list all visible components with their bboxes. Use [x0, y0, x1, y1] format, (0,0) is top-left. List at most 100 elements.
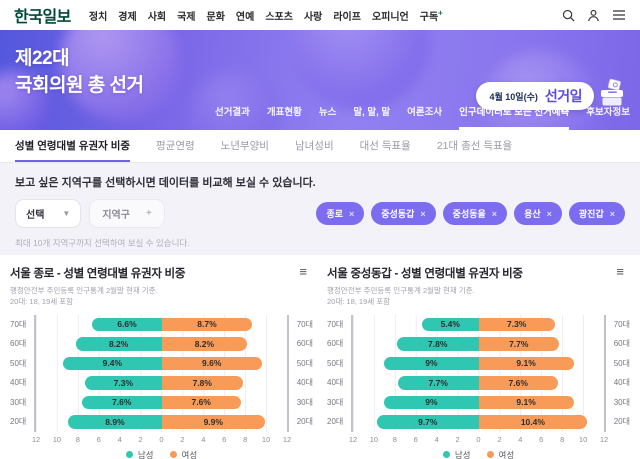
tab-4[interactable]: 남녀성비	[294, 139, 334, 152]
site-menu-item[interactable]: 문화	[206, 11, 225, 23]
banner-nav-item[interactable]: 후보자정보	[586, 107, 630, 118]
hamburger-menu-icon[interactable]	[612, 9, 626, 21]
female-bar[interactable]: 8.2%	[161, 337, 248, 351]
chart-card: 서울 중성동갑 - 성별 연령대별 유권자 비중 ≡ 행정안전부 주민등록 인구통계…	[327, 265, 630, 459]
site-menu-item[interactable]: 사랑	[303, 11, 323, 23]
female-bar[interactable]: 7.3%	[478, 317, 555, 331]
banner-nav-item[interactable]: 개표현황	[266, 107, 302, 118]
female-bar[interactable]: 8.7%	[161, 317, 253, 331]
male-bar[interactable]: 9%	[384, 395, 479, 409]
site-menu-item[interactable]: 스포츠	[265, 11, 293, 23]
chart-row: 9.4% 9.6%	[34, 353, 289, 373]
tab-5[interactable]: 대선 득표율	[359, 139, 411, 152]
male-bar[interactable]: 8.2%	[75, 337, 162, 351]
axis-spacer	[606, 432, 630, 446]
district-tag-label: 중성동을	[452, 209, 486, 219]
male-bar[interactable]: 9.7%	[377, 415, 479, 429]
y-axis-label-right: 40대	[613, 378, 630, 388]
chart-header: 서울 중성동갑 - 성별 연령대별 유권자 비중 ≡	[327, 265, 630, 281]
female-bar[interactable]: 7.6%	[478, 376, 558, 390]
tab-3[interactable]: 노년부양비	[220, 139, 269, 152]
male-bar-value: 9%	[425, 397, 438, 408]
district-select[interactable]: 지역구 +	[89, 199, 165, 228]
user-icon[interactable]	[587, 9, 600, 22]
banner-nav-item[interactable]: 선거결과	[214, 107, 250, 118]
y-axis-label-right: 40대	[296, 378, 313, 388]
chart-header: 서울 종로 - 성별 연령대별 유권자 비중 ≡	[10, 265, 313, 281]
male-bar[interactable]: 7.3%	[85, 376, 162, 390]
x-axis-tick: 4	[518, 434, 523, 444]
male-bar[interactable]: 9.4%	[63, 356, 162, 370]
x-axis-tick: 2	[180, 434, 185, 444]
close-icon[interactable]: ×	[491, 208, 498, 219]
district-tag[interactable]: 광진갑 ×	[568, 202, 625, 225]
legend-item: 남성	[442, 449, 471, 459]
female-bar[interactable]: 7.7%	[478, 337, 560, 351]
close-icon[interactable]: ×	[349, 208, 355, 219]
site-menu-item[interactable]: 국제	[177, 11, 196, 23]
tab-6[interactable]: 21대 총선 득표율	[436, 139, 513, 152]
city-select[interactable]: 선택 ▼	[15, 199, 82, 228]
female-bar-value: 8.7%	[197, 319, 217, 330]
site-menu-item[interactable]: 오피니언	[371, 11, 409, 23]
close-icon[interactable]: ×	[546, 208, 552, 219]
site-menu-item[interactable]: 정치	[88, 11, 108, 23]
female-bar[interactable]: 9.1%	[478, 395, 574, 409]
chart-subtitle: 행정안전부 주민등록 인구통계 2월말 현재 기준. 20대: 18, 19세 포…	[10, 285, 313, 308]
close-icon[interactable]: ×	[609, 208, 615, 219]
female-bar[interactable]: 9.6%	[161, 356, 262, 370]
male-bar[interactable]: 7.8%	[396, 337, 479, 351]
district-tag[interactable]: 중성동을 ×	[442, 202, 508, 225]
section-tabs: 성별 연령대별 유권자 비중 평균연령 노년부양비 남녀성비 대선 득표율 21대 총선 …	[0, 130, 640, 163]
x-axis-tick: 8	[75, 434, 80, 444]
site-menu-item[interactable]: 라이프	[333, 11, 361, 23]
female-bar[interactable]: 7.6%	[161, 395, 241, 409]
search-icon[interactable]	[562, 9, 575, 22]
male-bar-value: 7.7%	[428, 377, 448, 388]
chart-row: 7.7% 7.6%	[351, 373, 606, 393]
site-menu-item[interactable]: 사회	[147, 11, 167, 23]
site-menu-item[interactable]: 경제	[118, 11, 137, 23]
x-axis-tick: 12	[599, 434, 609, 444]
female-bar[interactable]: 10.4%	[478, 415, 588, 429]
chart-row: 7.6% 7.6%	[34, 392, 289, 412]
banner-nav-item[interactable]: 뉴스	[318, 107, 337, 118]
legend-label: 남성	[137, 449, 154, 459]
female-bar[interactable]: 9.9%	[161, 415, 266, 429]
male-bar[interactable]: 6.6%	[92, 317, 162, 331]
male-bar[interactable]: 7.6%	[82, 395, 162, 409]
male-bar[interactable]: 5.4%	[422, 317, 479, 331]
site-menu-item[interactable]: 연예	[235, 11, 255, 23]
y-axis-label-left: 30대	[10, 397, 27, 407]
male-bar[interactable]: 9%	[384, 356, 479, 370]
x-axis-tick: 12	[282, 434, 292, 444]
site-menu-item-subscribe[interactable]: 구독+	[419, 8, 443, 23]
male-bar-value: 9.4%	[102, 358, 123, 369]
banner-nav-item[interactable]: 말, 말, 말	[353, 107, 391, 118]
female-bar-value: 9.1%	[516, 358, 536, 369]
male-bar[interactable]: 7.7%	[397, 376, 479, 390]
female-bar[interactable]: 7.8%	[161, 376, 244, 390]
selected-district-tags: 종로 × 중성동갑 × 중성동을 × 용산 × 광진갑 ×	[316, 202, 625, 225]
chart-menu-icon[interactable]: ≡	[299, 264, 307, 279]
tab-2[interactable]: 평균연령	[156, 139, 195, 152]
y-axis-label-right: 60대	[613, 339, 630, 349]
male-bar-value: 7.3%	[113, 377, 134, 388]
district-tag[interactable]: 중성동갑 ×	[371, 202, 436, 225]
male-bar[interactable]: 8.9%	[68, 415, 162, 429]
plus-icon: +	[145, 208, 152, 219]
female-bar-value: 9.9%	[203, 416, 223, 427]
district-tag-label: 종로	[326, 209, 344, 219]
district-tag[interactable]: 종로 ×	[316, 202, 365, 225]
y-axis-label-right: 60대	[296, 339, 313, 349]
district-tag[interactable]: 용산 ×	[514, 202, 562, 225]
close-icon[interactable]: ×	[420, 208, 426, 219]
site-logo[interactable]: 한국일보	[14, 9, 71, 26]
banner-nav-item[interactable]: 인구데이터로 보는 선거예측	[459, 104, 570, 130]
chart-row: 9% 9.1%	[351, 392, 606, 412]
x-axis-tick: 4	[117, 434, 122, 444]
banner-nav-item[interactable]: 여론조사	[407, 107, 443, 118]
chart-menu-icon[interactable]: ≡	[616, 264, 624, 279]
female-bar[interactable]: 9.1%	[478, 356, 574, 370]
tab-1[interactable]: 성별 연령대별 유권자 비중	[15, 130, 131, 162]
